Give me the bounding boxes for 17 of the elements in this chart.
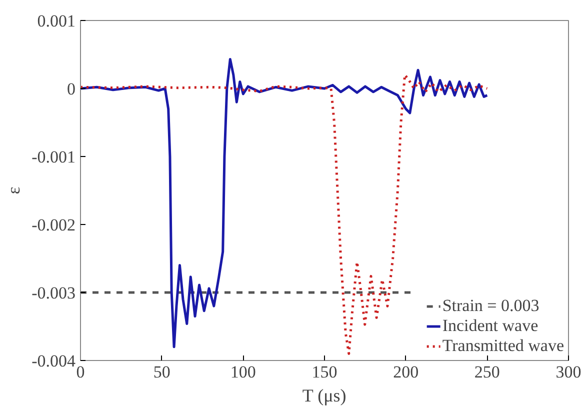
legend-label: Strain = 0.003 (442, 296, 540, 316)
x-tick-label: 100 (230, 362, 256, 382)
y-tick-label: -0.002 (32, 216, 76, 234)
y-tick-label: 0 (67, 80, 76, 98)
y-tick-label: -0.001 (32, 148, 76, 166)
x-tick-label: 250 (474, 362, 500, 382)
legend-label: Transmitted wave (442, 336, 564, 356)
y-axis-title: ε (4, 186, 24, 194)
x-axis-title: T (μs) (302, 386, 346, 406)
y-tick-label: 0.001 (37, 12, 76, 30)
y-tick-label: -0.003 (32, 284, 76, 302)
x-tick-label: 300 (556, 362, 582, 382)
x-tick-label: 50 (153, 362, 170, 382)
x-tick-label: 200 (393, 362, 419, 382)
legend-label: Incident wave (442, 316, 538, 336)
y-tick-label: -0.004 (32, 352, 76, 370)
x-tick-label: 150 (312, 362, 338, 382)
